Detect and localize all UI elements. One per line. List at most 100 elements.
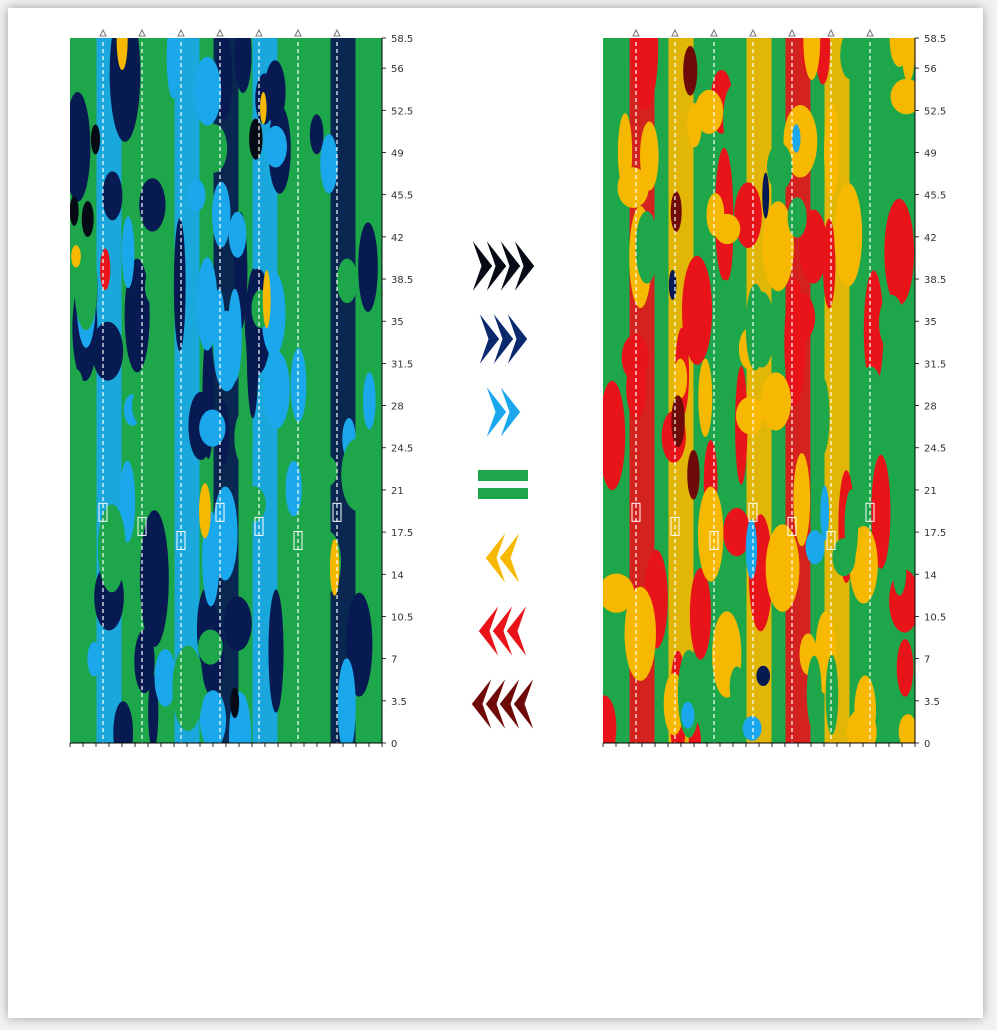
contour-blob — [268, 589, 284, 713]
contour-blob — [90, 124, 101, 155]
contour-blob — [199, 483, 211, 539]
contour-blob — [212, 486, 238, 581]
chevron-icon — [484, 529, 508, 587]
contour-blob — [311, 307, 330, 350]
contour-blob — [320, 134, 338, 194]
contour-blob — [686, 102, 702, 148]
well-marker — [216, 28, 224, 37]
well-marker — [749, 28, 757, 37]
contour-blob — [603, 255, 622, 306]
contour-blob — [230, 687, 240, 719]
contour-blob — [635, 211, 658, 284]
contour-blob — [884, 198, 914, 306]
contour-blob — [260, 91, 267, 125]
contour-blob — [735, 396, 765, 435]
contour-blob — [799, 209, 828, 284]
contour-blob — [834, 182, 863, 287]
well-tag — [215, 502, 225, 522]
well-tag — [176, 531, 186, 550]
contour-blob — [70, 196, 79, 226]
figure-frame: 58.5 56 52.5 49 45.5 42 38.5 35 31.5 28 24.5 21 17.5… — [8, 8, 983, 1018]
y-tick-label: 49 — [924, 148, 937, 159]
contour-blob — [624, 586, 656, 681]
legend-item-chevron-left-4-icon — [470, 675, 536, 733]
contour-blob — [196, 257, 218, 351]
contour-blob — [816, 377, 830, 455]
contour-blob — [765, 524, 800, 612]
contour-blob — [144, 266, 168, 307]
well-tag — [670, 516, 680, 536]
contour-blob — [134, 629, 155, 694]
y-tick-label: 35 — [391, 317, 404, 328]
contour-blob — [116, 38, 128, 70]
contour-blob — [900, 147, 915, 179]
well-marker — [866, 28, 874, 37]
contour-blob — [756, 665, 771, 687]
contour-blob — [121, 216, 135, 289]
contour-blob — [805, 530, 825, 565]
equals-bar-icon — [478, 488, 528, 499]
contour-blob — [199, 409, 226, 447]
contour-blob — [683, 45, 698, 96]
y-tick-label: 17.5 — [391, 528, 413, 539]
contour-blob — [793, 453, 811, 547]
contour-blob — [193, 56, 222, 126]
well-marker — [788, 28, 796, 37]
y-tick-label: 14 — [391, 570, 404, 581]
contour-blob — [787, 197, 807, 238]
y-tick-label: 56 — [391, 64, 404, 75]
y-tick-label: 31.5 — [391, 359, 413, 370]
well-tag — [98, 502, 108, 522]
y-tick-label: 28 — [924, 402, 937, 413]
contour-blob — [173, 218, 186, 352]
well-marker — [99, 28, 107, 37]
contour-blob — [714, 213, 741, 245]
chevron-icon — [498, 529, 522, 587]
contour-blob — [603, 380, 626, 491]
y-tick-label: 17.5 — [924, 528, 946, 539]
contour-blob — [603, 695, 617, 743]
contour-blob — [249, 118, 263, 160]
chevron-icon — [512, 237, 536, 295]
chevron-icon — [491, 602, 515, 660]
contour-blob — [199, 690, 227, 743]
y-tick-label: 31.5 — [924, 359, 946, 370]
well-marker — [632, 28, 640, 37]
y-tick-label: 24.5 — [924, 444, 946, 455]
contour-blob — [863, 419, 881, 460]
y-tick-label: 7 — [924, 655, 930, 666]
y-tick-label: 3.5 — [924, 697, 940, 708]
contour-blob — [139, 178, 166, 232]
legend — [470, 237, 536, 733]
contour-blob — [863, 270, 884, 390]
chevron-icon — [512, 675, 536, 733]
contour-blob — [825, 654, 839, 735]
contour-blob — [734, 182, 762, 248]
contour-blob — [70, 92, 91, 202]
legend-item-chevron-left-2-icon — [484, 529, 522, 587]
well-tag — [709, 531, 719, 550]
contour-blob — [97, 504, 126, 593]
contour-blob — [358, 222, 378, 312]
contour-fill — [603, 38, 915, 743]
y-tick-label: 24.5 — [391, 444, 413, 455]
contour-blob — [139, 510, 169, 647]
y-tick-label: 49 — [391, 148, 404, 159]
contour-blob — [71, 245, 81, 268]
contour-blob — [201, 124, 228, 173]
y-tick-label: 0 — [924, 739, 930, 750]
contour-blob — [213, 310, 240, 392]
contour-blob — [240, 486, 266, 522]
contour-blob — [358, 442, 382, 493]
contour-blob — [329, 539, 340, 596]
y-tick-label: 45.5 — [924, 191, 946, 202]
contour-blob — [617, 167, 649, 209]
well-tag — [748, 502, 758, 522]
well-marker — [255, 28, 263, 37]
contour-blob — [878, 294, 905, 351]
y-tick-label: 58.5 — [924, 34, 946, 45]
well-marker — [177, 28, 185, 37]
contour-blob — [854, 675, 877, 743]
y-tick-label: 52.5 — [391, 106, 413, 117]
contour-blob — [310, 454, 338, 488]
